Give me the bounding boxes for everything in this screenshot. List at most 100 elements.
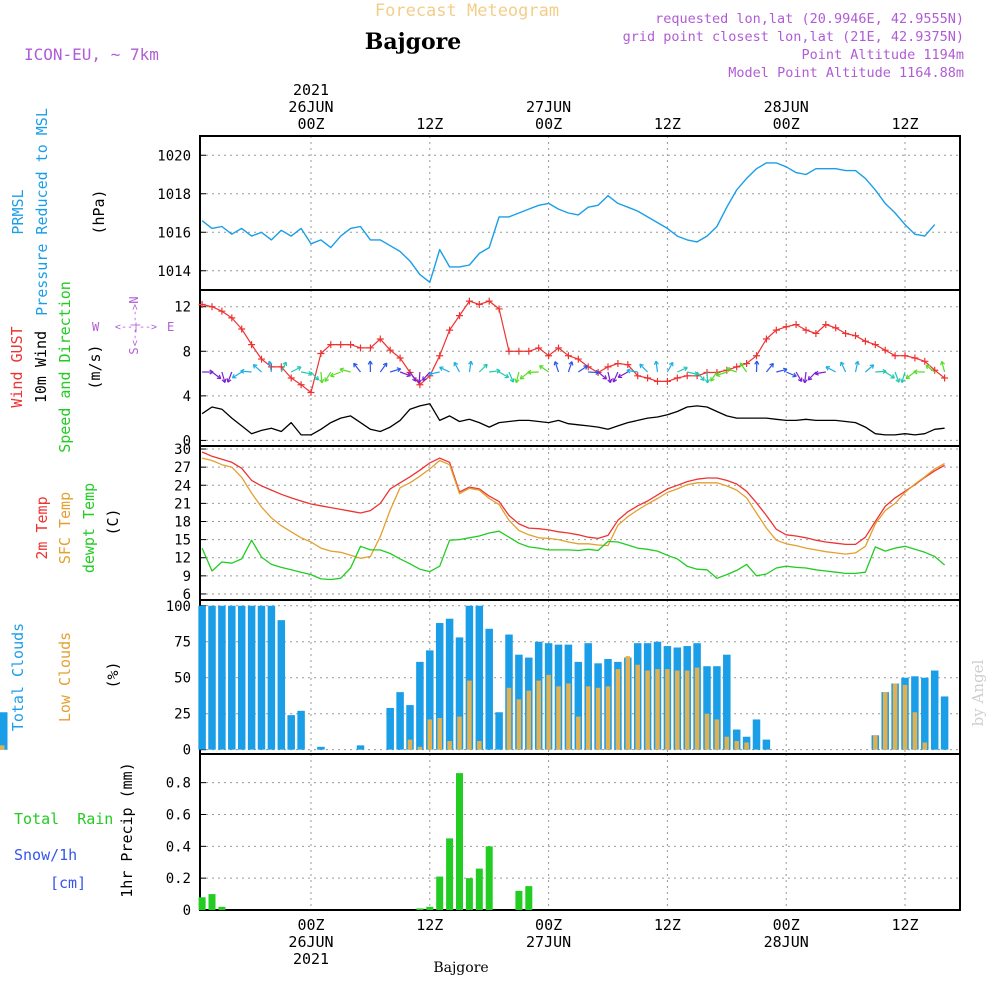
bottom-time-label: 28JUN [764, 933, 809, 951]
low-cloud-bar [407, 739, 413, 750]
gust-point [624, 361, 632, 369]
total-cloud-bar [257, 605, 266, 750]
gust-point [307, 389, 315, 397]
wind-arrow [941, 361, 946, 373]
gust-label: Wind GUST [8, 326, 26, 407]
total-cloud-bar [495, 712, 503, 750]
gust-point [673, 374, 681, 382]
top-time-label: 12Z [654, 115, 681, 133]
total-cloud-bar [297, 710, 305, 750]
wind-arrow [478, 363, 488, 373]
total-cloud-bar [445, 618, 454, 750]
wind-arrow [211, 371, 222, 380]
gust-point [743, 360, 751, 368]
rain-bar [208, 894, 216, 910]
total-clouds-label: Total Clouds [9, 623, 27, 731]
y-tick-label-0: 1014 [157, 264, 191, 280]
wind-arrow [795, 371, 803, 382]
top-time-label: 2021 [293, 81, 329, 99]
wind-arrow-head [925, 364, 931, 370]
y-tick-label-3: 50 [174, 671, 191, 687]
total-cloud-bar [762, 739, 771, 750]
gust-point [198, 300, 206, 308]
wind-arrow [765, 363, 774, 373]
gust-point [555, 344, 562, 352]
wind-arrow [379, 362, 388, 373]
clouds-unit: (%) [104, 661, 122, 688]
low-cloud-bar [506, 687, 512, 750]
model-altitude: Model Point Altitude 1164.88m [728, 65, 964, 81]
total-cloud-bar [317, 746, 325, 750]
low-cloud-bar [556, 686, 561, 750]
temp-unit: (C) [104, 508, 122, 535]
y-tick-label-4: 0 [183, 903, 191, 919]
wind-arrow-head [802, 379, 808, 384]
total-cloud-bar [287, 715, 295, 750]
rain-bar [475, 868, 483, 910]
requested-lonlat: requested lon,lat (20.9946E, 42.9555N) [655, 11, 964, 27]
low-cloud-bar [922, 742, 928, 750]
gust-point [456, 312, 463, 320]
total-cloud-bar [752, 719, 761, 750]
bottom-time-label: 12Z [891, 916, 918, 934]
wind-arrow [626, 369, 638, 373]
low-cloud-bar [645, 670, 650, 750]
wind-arrow [726, 368, 737, 373]
gust-point [317, 350, 325, 358]
bottom-time-label: 00Z [773, 916, 800, 934]
total-cloud-bar [723, 654, 731, 750]
compass-west: W [92, 320, 100, 334]
low-cloud-bar [724, 736, 730, 750]
gust-point [812, 329, 820, 337]
wind-arrow-head [700, 376, 705, 381]
total-cloud-bar [396, 692, 404, 750]
gust-point [881, 346, 889, 354]
wind-arrow [617, 371, 629, 378]
wind-arrow-head [221, 378, 227, 384]
wind-arrow [353, 362, 361, 373]
wind-arrow-head [527, 369, 532, 375]
wind-arrow [320, 371, 323, 384]
wind-arrow [710, 371, 718, 382]
wind-arrow-head [814, 370, 819, 376]
wind-arrow [468, 361, 472, 373]
wind-arrow [554, 361, 560, 373]
wind-arrow [453, 362, 461, 373]
total-cloud-bar [940, 696, 949, 750]
y-tick-label-2: 12 [174, 551, 191, 567]
gust-point [564, 352, 572, 360]
wind-arrow [290, 366, 302, 373]
compass-south: S [127, 347, 141, 354]
rain-bar [485, 846, 493, 910]
gust-point [258, 355, 265, 363]
compass-north: N [127, 296, 141, 303]
gust-point [891, 352, 899, 360]
wind-arrow [221, 371, 226, 383]
low-cloud-bar [714, 719, 720, 750]
pressure-label-1: PRMSL [9, 189, 27, 234]
model-label: ICON-EU, ~ 7km [24, 45, 159, 64]
gust-point [396, 354, 404, 362]
y-tick-label-0: 1018 [157, 187, 191, 203]
y-tick-label-2: 24 [174, 478, 191, 494]
low-cloud-bar [892, 683, 898, 750]
gust-point [941, 374, 949, 382]
precip-ylabel: 1hr Precip (mm) [118, 762, 136, 897]
wind-arrow [666, 362, 674, 373]
gust-point [228, 314, 236, 322]
total-cloud-bar [228, 605, 236, 750]
wind-arrow-head [504, 373, 510, 379]
gust-point [386, 346, 394, 354]
low-cloud-bar [427, 719, 433, 750]
bottom-time-label: 00Z [297, 916, 324, 934]
total-cloud-bar [435, 623, 444, 750]
wind-arrow [252, 364, 262, 373]
gust-point [861, 337, 869, 345]
total-cloud-bar [455, 637, 464, 750]
sfc-temp-line [201, 457, 945, 559]
low-cloud-bar [546, 674, 551, 750]
gust-point [525, 347, 533, 355]
wind-arrow-head [602, 375, 608, 380]
gust-point [634, 372, 642, 380]
